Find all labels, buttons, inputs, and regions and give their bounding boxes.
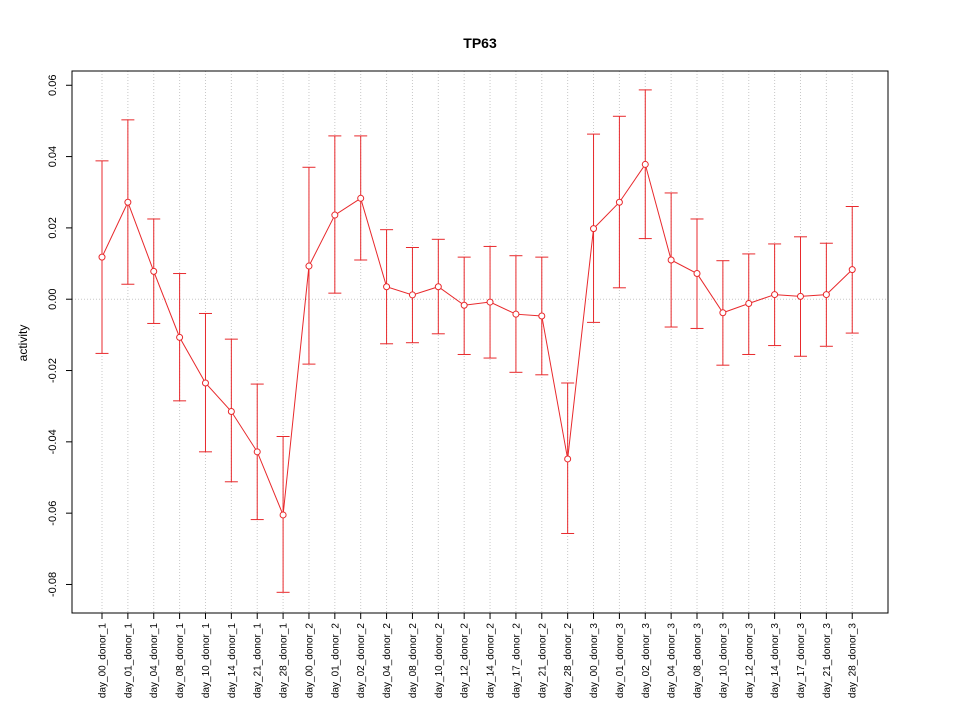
x-tick-label: day_28_donor_3 (848, 623, 859, 699)
y-tick-label: 0.02 (47, 217, 59, 238)
x-tick-label: day_14_donor_2 (486, 623, 497, 699)
data-point (124, 198, 132, 206)
y-axis-label: activity (16, 325, 30, 362)
x-tick-label: day_10_donor_3 (718, 623, 729, 699)
x-tick-label: day_17_donor_3 (796, 623, 807, 699)
x-tick-label: day_02_donor_3 (641, 623, 652, 699)
y-tick-label: -0.06 (47, 501, 59, 526)
chart-title: TP63 (463, 35, 497, 51)
x-axis: day_00_donor_1 day_01_donor_1 day_04_donor… (98, 613, 859, 698)
x-tick-label: day_28_donor_1 (279, 623, 290, 699)
data-point (641, 160, 649, 168)
data-point (745, 299, 753, 307)
data-point (150, 267, 158, 275)
data-point (590, 225, 598, 233)
plot-box (71, 70, 889, 614)
x-tick-label: day_21_donor_1 (253, 623, 264, 699)
data-point (538, 312, 546, 320)
x-tick-label: day_21_donor_3 (822, 623, 833, 699)
x-tick-label: day_08_donor_2 (408, 623, 419, 699)
x-tick-label: day_17_donor_2 (511, 623, 522, 699)
data-point (615, 198, 623, 206)
x-tick-label: day_21_donor_2 (537, 623, 548, 699)
data-point (719, 309, 727, 317)
data-point (434, 283, 442, 291)
x-tick-label: day_28_donor_2 (563, 623, 574, 699)
y-tick-label: -0.04 (47, 429, 59, 454)
x-tick-label: day_10_donor_2 (434, 623, 445, 699)
x-tick-label: day_12_donor_2 (460, 623, 471, 699)
grid-lines (72, 71, 888, 613)
y-tick-label: 0.04 (47, 146, 59, 167)
x-tick-label: day_01_donor_2 (330, 623, 341, 699)
x-tick-label: day_02_donor_2 (356, 623, 367, 699)
data-point (460, 301, 468, 309)
x-tick-label: day_01_donor_3 (615, 623, 626, 699)
data-point (693, 270, 701, 278)
x-tick-label: day_04_donor_3 (667, 623, 678, 699)
data-point (383, 283, 391, 291)
data-point (176, 333, 184, 341)
data-point (357, 194, 365, 202)
x-tick-label: day_08_donor_1 (175, 623, 186, 699)
x-tick-label: day_00_donor_1 (98, 623, 109, 699)
x-tick-label: day_10_donor_1 (201, 623, 212, 699)
data-point (201, 379, 209, 387)
data-point (331, 211, 339, 219)
x-tick-label: day_04_donor_1 (149, 623, 160, 699)
x-tick-label: day_00_donor_3 (589, 623, 600, 699)
x-tick-label: day_12_donor_3 (744, 623, 755, 699)
x-tick-label: day_04_donor_2 (382, 623, 393, 699)
data-point (305, 262, 313, 270)
data-point (512, 310, 520, 318)
x-tick-label: day_14_donor_3 (770, 623, 781, 699)
y-tick-label: -0.08 (47, 572, 59, 597)
y-tick-label: 0.06 (47, 75, 59, 96)
data-point (408, 291, 416, 299)
data-point (848, 266, 856, 274)
data-point (486, 298, 494, 306)
data-point (227, 408, 235, 416)
data-point (253, 448, 261, 456)
series-line (101, 163, 853, 516)
x-tick-label: day_14_donor_1 (227, 623, 238, 699)
y-axis: -0.08 -0.06 -0.04 -0.02 0.00 0.02 0.04 0.06 (47, 75, 72, 597)
data-point (771, 291, 779, 299)
data-point (796, 292, 804, 300)
data-point (564, 455, 572, 463)
x-tick-label: day_00_donor_2 (304, 623, 315, 699)
data-point (98, 253, 106, 261)
y-tick-label: -0.02 (47, 358, 59, 383)
x-tick-label: day_08_donor_3 (693, 623, 704, 699)
data-point (822, 291, 830, 299)
error-bars (95, 89, 859, 593)
x-tick-label: day_01_donor_1 (123, 623, 134, 699)
data-point (667, 256, 675, 264)
data-point (279, 511, 287, 519)
data-points (98, 160, 856, 519)
y-tick-label: 0.00 (47, 288, 59, 309)
